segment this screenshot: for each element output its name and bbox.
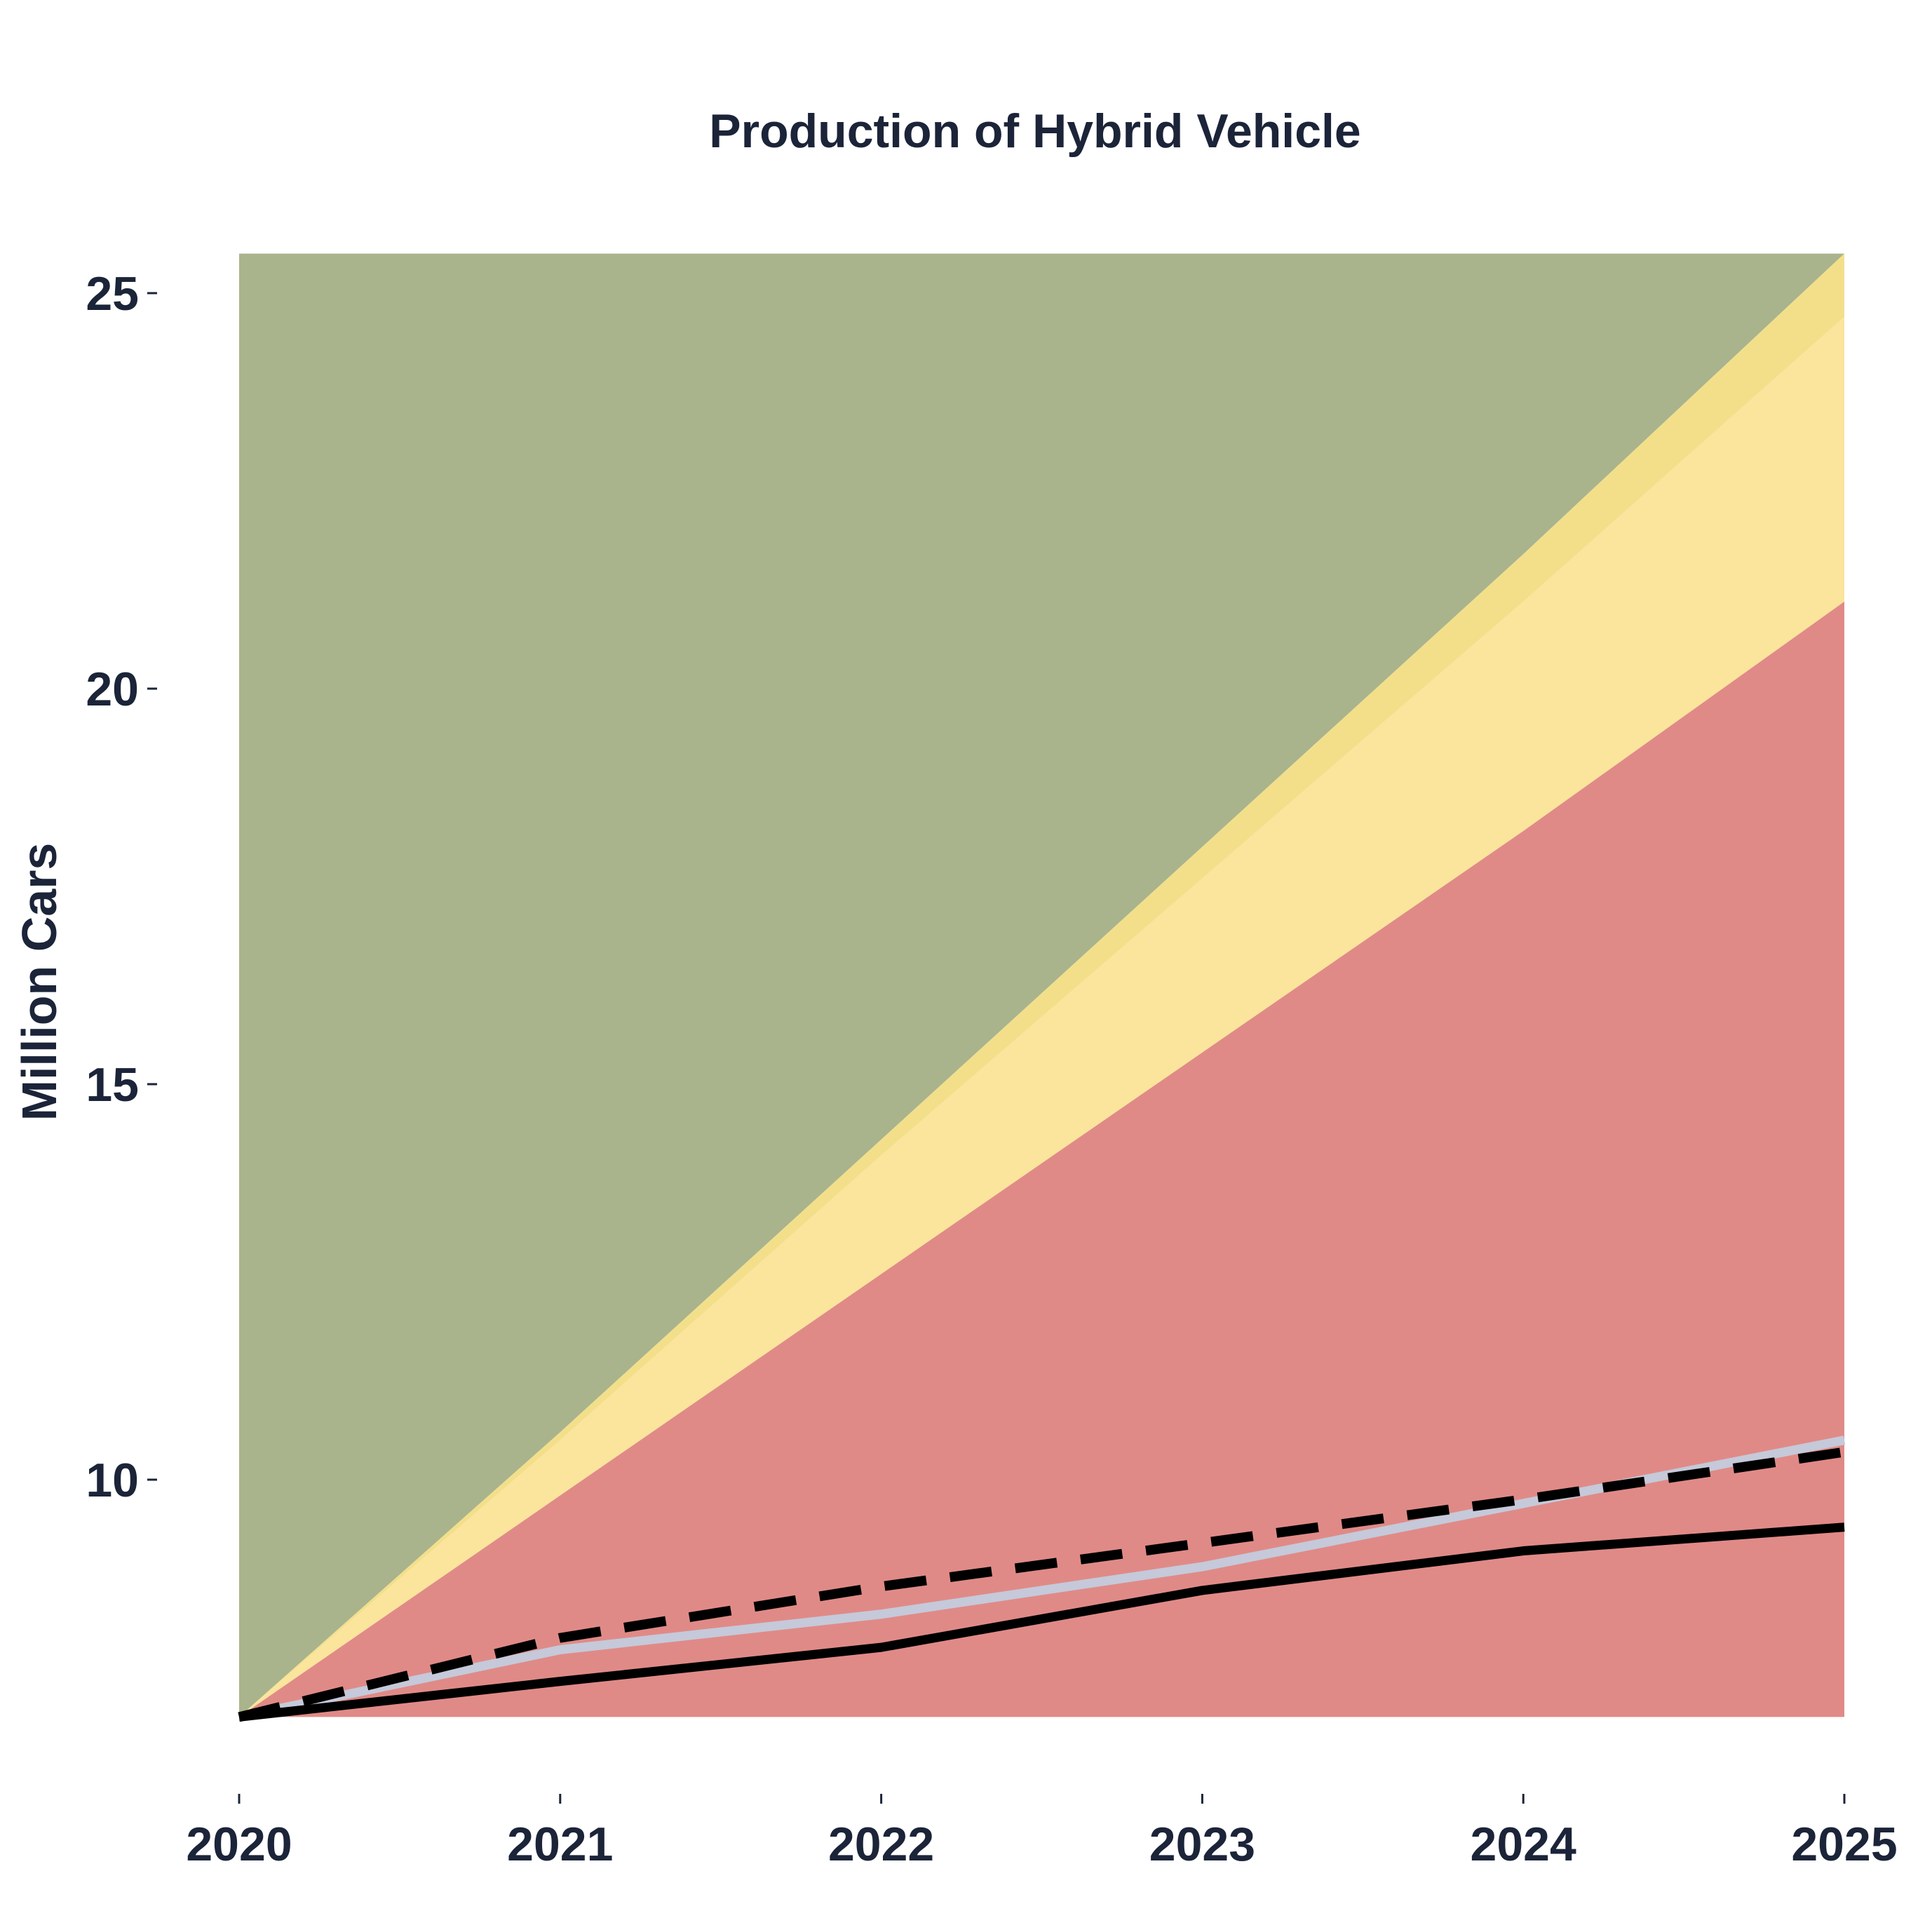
y-tick-label: 10 [86, 1454, 139, 1507]
x-tick-label: 2025 [1791, 1818, 1897, 1871]
y-axis: 10 15 20 25 [86, 267, 157, 1507]
x-axis: 2020 2021 2022 2023 2024 2025 [186, 1794, 1898, 1871]
plot-area [239, 253, 1844, 1717]
x-tick-label: 2020 [186, 1818, 292, 1871]
area-band-4 [239, 601, 1844, 1717]
y-tick-label: 20 [86, 663, 139, 716]
series-line-3 [238, 1522, 1845, 1722]
y-axis-label: Million Cars [12, 843, 67, 1121]
area-band-1 [239, 253, 1844, 1717]
x-tick-label: 2024 [1471, 1818, 1576, 1871]
x-tick-label: 2022 [828, 1818, 934, 1871]
series-lines [238, 1436, 1846, 1722]
x-tick-label: 2021 [507, 1818, 613, 1871]
chart-title: Production of Hybrid Vehicle [709, 104, 1360, 158]
y-tick-label: 25 [86, 267, 139, 320]
area-band-3 [239, 316, 1844, 1717]
series-line-2 [238, 1447, 1846, 1722]
x-tick-label: 2023 [1149, 1818, 1255, 1871]
y-tick-label: 15 [86, 1058, 139, 1112]
